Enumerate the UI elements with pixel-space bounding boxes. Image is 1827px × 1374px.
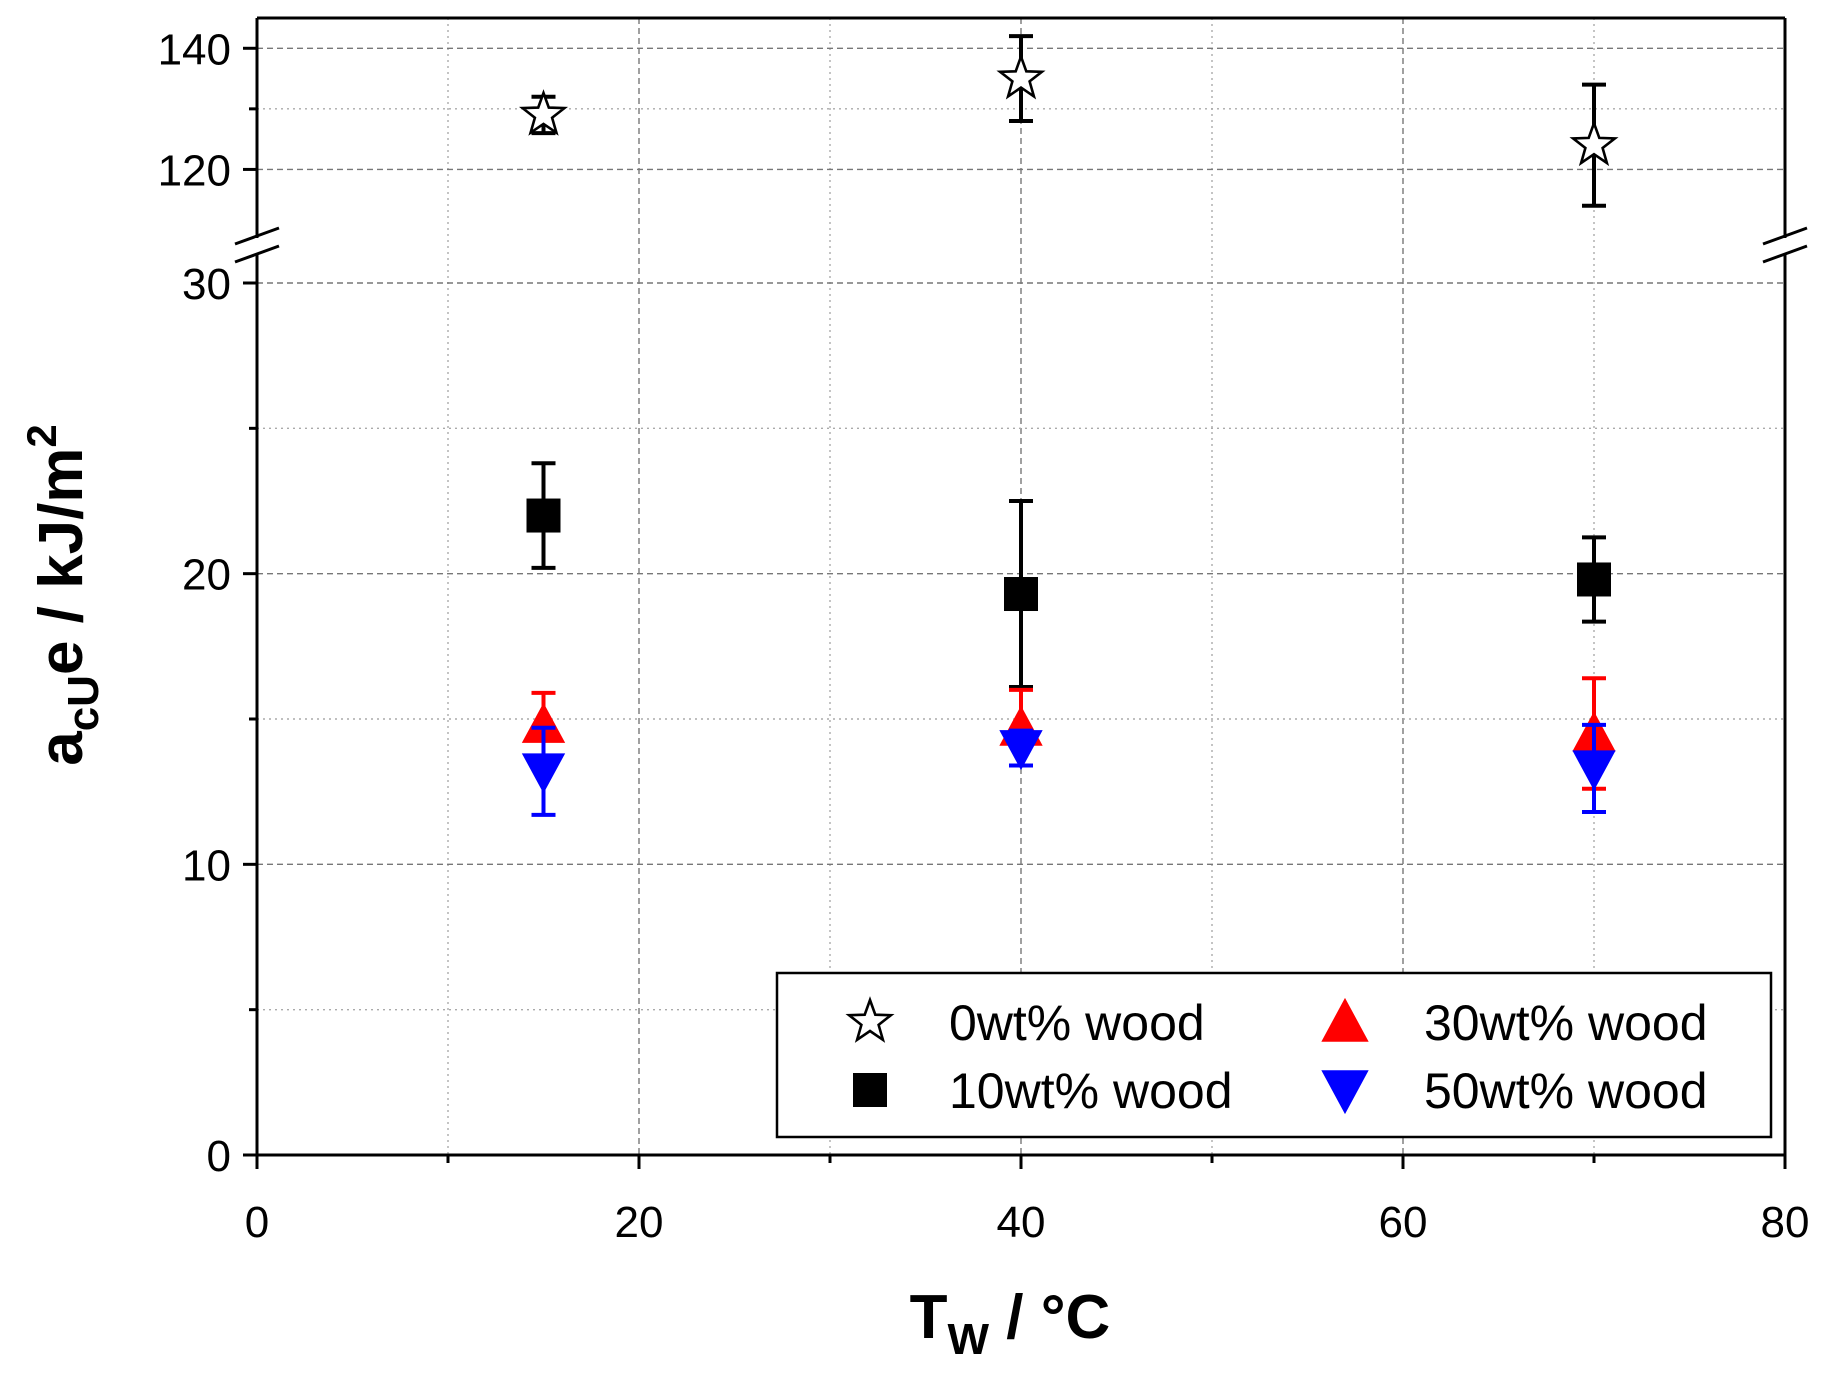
legend-marker-square <box>853 1073 887 1107</box>
x-axis-title: TW / °C <box>910 1283 1111 1364</box>
axis-break-mark <box>234 226 280 246</box>
x-tick-label: 40 <box>997 1198 1046 1247</box>
legend-label-0wt: 0wt% wood <box>949 995 1205 1051</box>
data-point <box>1569 119 1619 167</box>
axis-break-mark <box>234 244 280 264</box>
legend-label-30wt: 30wt% wood <box>1424 995 1708 1051</box>
legend-marker-triangle-down <box>1321 1070 1369 1115</box>
data-point <box>996 52 1046 100</box>
y-tick-label: 10 <box>182 841 231 890</box>
axes <box>234 16 1808 1157</box>
x-tick-label: 0 <box>245 1198 269 1247</box>
data-point <box>1577 562 1611 597</box>
y-tick-label: 30 <box>182 260 231 309</box>
x-tick-label: 80 <box>1761 1198 1810 1247</box>
legend-marker-triangle-up <box>1321 997 1369 1042</box>
data-point <box>1572 750 1616 791</box>
legend-label-10wt: 10wt% wood <box>949 1063 1233 1119</box>
axis-break-mark <box>1762 226 1808 246</box>
data-point <box>521 753 566 794</box>
legend-label-50wt: 50wt% wood <box>1424 1063 1708 1119</box>
axis-break-mark <box>1762 244 1808 264</box>
tick-marks <box>243 46 1787 1169</box>
data-point <box>518 89 569 136</box>
data-point <box>999 730 1043 771</box>
data-point <box>526 498 561 533</box>
y-axis-title: acUe / kJ/m2 <box>18 424 108 766</box>
series-1 <box>526 461 1611 690</box>
y-tick-label: 20 <box>182 551 231 600</box>
data-point <box>1004 577 1038 612</box>
y-tick-label: 140 <box>158 25 231 74</box>
series-3 <box>521 722 1616 817</box>
legend: 0wt% wood 10wt% wood 30wt% wood 50wt% wo… <box>775 971 1773 1139</box>
legend-box <box>775 971 1773 1139</box>
x-tick-label: 20 <box>615 1198 664 1247</box>
tick-labels: 0 20 40 60 80 0 10 20 30 120 140 <box>158 25 1810 1247</box>
data-points <box>518 34 1619 817</box>
y-tick-label: 0 <box>207 1132 231 1181</box>
y-tick-label: 120 <box>158 146 231 195</box>
x-tick-label: 60 <box>1379 1198 1428 1247</box>
series-0 <box>518 34 1619 208</box>
legend-marker-star <box>845 996 895 1043</box>
